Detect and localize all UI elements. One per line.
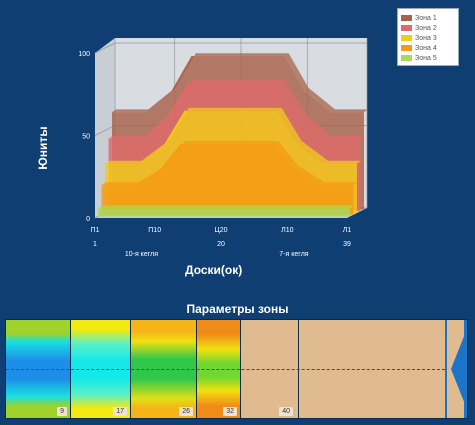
y-tick-label-2: 100 [78, 51, 90, 58]
legend-swatch-3 [401, 35, 412, 41]
x-tick-number-0: 1 [93, 241, 97, 248]
y-tick-label-1: 50 [82, 134, 90, 141]
zone-segment-2-label: 17 [113, 407, 127, 416]
legend-label-3: Зона 3 [415, 34, 437, 42]
x-annotation-0: 10-я кегля [125, 251, 158, 258]
x-tick-number-2: 20 [217, 241, 225, 248]
legend-swatch-5 [401, 55, 412, 61]
series-area-5 [98, 208, 350, 217]
chart-axes: 0 50 100 П1 П10 Ц20 Л10 Л1 1 20 39 10-я кегля 7-я ке… [78, 51, 351, 258]
x-tick-label-3: Л10 [281, 227, 293, 234]
series-area-4 [101, 143, 354, 215]
grid-side-line-2 [94, 42, 116, 54]
zone-params-title: Параметры зоны [186, 302, 289, 316]
grid-side-line-1 [94, 125, 116, 136]
x-tick-number-4: 39 [343, 241, 351, 248]
series-top-5 [98, 205, 355, 209]
legend-label-2: Зона 2 [415, 24, 437, 32]
legend-entry-1: Зона 1 [401, 13, 455, 23]
legend-entry-4: Зона 4 [401, 43, 455, 53]
legend-label-5: Зона 5 [415, 54, 437, 62]
y-tick-label-0: 0 [86, 216, 90, 223]
zone-centerline [6, 369, 445, 370]
zone-chart: 0 50 100 П1 П10 Ц20 Л10 Л1 1 20 39 10-я кегля 7-я ке… [78, 38, 369, 258]
zone-segment-5-label: 40 [279, 407, 293, 416]
x-annotation-1: 7-я кегля [279, 251, 308, 258]
legend-label-4: Зона 4 [415, 44, 437, 52]
zone-params-bar: 9 17 26 32 40 [5, 319, 468, 419]
x-tick-label-1: П10 [148, 227, 161, 234]
chart-legend: Зона 1 Зона 2 Зона 3 Зона 4 Зона 5 [397, 8, 459, 66]
legend-entry-2: Зона 2 [401, 23, 455, 33]
zone-segment-3-label: 26 [179, 407, 193, 416]
legend-entry-5: Зона 5 [401, 53, 455, 63]
chart-series [98, 53, 369, 217]
legend-swatch-4 [401, 45, 412, 51]
x-tick-label-4: Л1 [343, 227, 352, 234]
zone-end-marker-icon[interactable] [445, 320, 467, 418]
legend-swatch-2 [401, 25, 412, 31]
legend-label-1: Зона 1 [415, 14, 437, 22]
y-axis-label: Юниты [36, 126, 50, 170]
zone-segment-4-label: 32 [223, 407, 237, 416]
legend-entry-3: Зона 3 [401, 33, 455, 43]
x-axis-label: Доски(ок) [185, 263, 243, 277]
legend-swatch-1 [401, 15, 412, 21]
zone-segment-1-label: 9 [57, 407, 67, 416]
x-tick-label-0: П1 [91, 227, 100, 234]
x-tick-label-2: Ц20 [215, 227, 228, 234]
